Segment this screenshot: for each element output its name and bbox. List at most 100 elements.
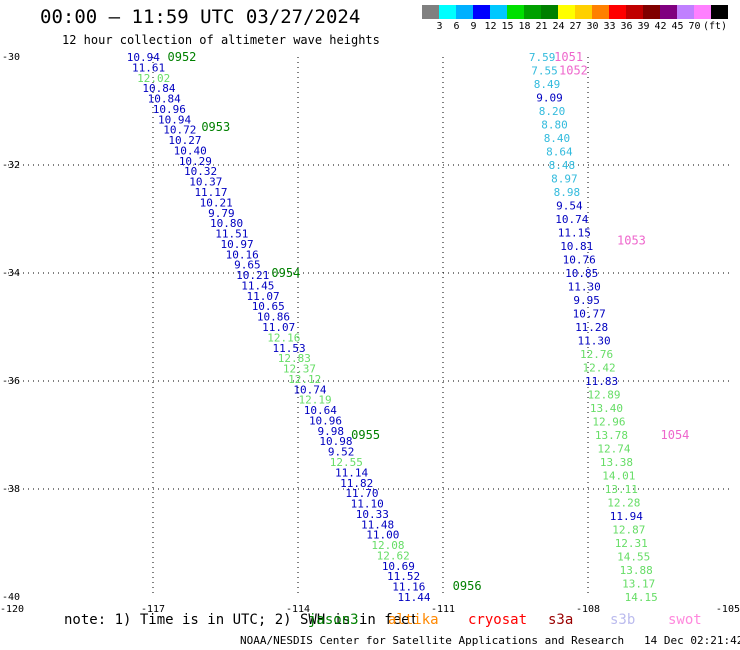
wave-height-value: 10.81 [560,240,593,253]
wave-height-value: 11.44 [397,591,430,604]
wave-height-value: 12.19 [299,394,332,407]
wave-height-value: 8.20 [539,105,566,118]
colorbar-label: 42 [654,21,667,32]
colorbar-swatch [643,5,660,19]
colorbar-swatch [507,5,524,19]
wave-height-value: 11.28 [575,321,608,334]
wave-height-value: 11.94 [610,510,643,523]
wave-height-value: 12.08 [371,539,404,552]
y-tick-label: -34 [2,268,20,279]
wave-height-value: 10.84 [142,82,175,95]
wave-height-value: 10.33 [356,508,389,521]
wave-height-value: 9.54 [556,200,583,213]
wave-height-value: 10.65 [252,300,285,313]
wave-height-value: 11.83 [585,375,618,388]
jason3-track-2: 7.597.558.499.098.208.808.408.648.488.97… [529,51,658,604]
wave-height-value: 8.49 [534,78,561,91]
wave-height-value: 7.59 [529,51,556,64]
wave-height-value: 12.89 [587,389,620,402]
colorbar-label: 39 [637,21,650,32]
colorbar-swatch [575,5,592,19]
wave-height-value: 10.84 [148,93,181,106]
x-tick-label: -105 [716,604,740,615]
wave-height-value: 13.88 [620,564,653,577]
colorbar-label: 36 [620,21,633,32]
wave-height-value: 9.98 [317,425,344,438]
wave-height-value: 10.40 [174,144,207,157]
axis-ticks: -120 -117 -114 -111 -108 -105 -30 -32 -34 -36 -38 -… [0,52,740,615]
wave-height-value: 7.55 [531,65,558,78]
wave-height-value: 9.09 [536,92,563,105]
colorbar-swatch [490,5,507,19]
wave-height-value: 8.80 [541,119,568,132]
colorbar-label: 3 [436,21,443,32]
wave-height-value: 10.77 [573,308,606,321]
colorbar-label: 33 [603,21,616,32]
colorbar-label: 12 [484,21,497,32]
colorbar-label: 18 [518,21,531,32]
wave-height-colorbar [422,5,728,19]
wave-height-value: 10.74 [293,383,326,396]
y-tick-label: -36 [2,376,20,387]
wave-height-value: 8.64 [546,146,573,159]
wave-height-value: 10.94 [127,51,160,64]
colorbar-label: 21 [535,21,548,32]
y-tick-label: -32 [2,160,20,171]
legend-jason3: jason3 [308,612,359,628]
wave-height-value: 11.45 [241,279,274,292]
colorbar-swatch [677,5,694,19]
y-tick-label: -30 [2,52,20,63]
wave-height-value: 10.16 [226,248,259,261]
wave-height-value: 8.40 [544,132,571,145]
colorbar-label: 30 [586,21,599,32]
wave-height-value: 11.00 [366,529,399,542]
wave-height-value: 10.74 [555,213,588,226]
pass-time-label: 1054 [661,428,690,442]
colorbar-swatch [660,5,677,19]
wave-height-value: 10.32 [184,165,217,178]
colorbar-swatch [524,5,541,19]
wave-height-value: 12.76 [580,348,613,361]
wave-height-value: 11.52 [387,570,420,583]
wave-height-value: 13.78 [595,429,628,442]
x-tick-label: -114 [286,604,310,615]
wave-height-value: 13.38 [600,456,633,469]
wave-height-value: 10.21 [236,269,269,282]
wave-height-value: 12.12 [288,373,321,386]
wave-height-value: 12.55 [330,456,363,469]
wave-height-value: 11.15 [558,227,591,240]
pass-time-label: 1052 [559,64,588,78]
x-tick-label: -120 [0,604,24,615]
colorbar-swatch [456,5,473,19]
wave-height-value: 12.83 [278,352,311,365]
wave-height-value: 8.97 [551,173,578,186]
colorbar-label: 6 [453,21,460,32]
wave-height-value: 11.70 [345,487,378,500]
wave-height-value: 12.31 [615,537,648,550]
colorbar-swatch [592,5,609,19]
colorbar-swatch [541,5,558,19]
wave-height-value: 10.94 [158,113,191,126]
wave-height-value: 12.42 [582,362,615,375]
pass-time-label: 1053 [617,234,646,248]
wave-height-value: 11.30 [578,335,611,348]
credit-line: NOAA/NESDIS Center for Satellite Applica… [240,634,740,647]
map-subtitle: 12 hour collection of altimeter wave hei… [62,33,380,47]
colorbar-swatch [558,5,575,19]
wave-height-value: 13.17 [622,578,655,591]
pass-time-label: 0954 [271,266,300,280]
wave-height-value: 12.74 [597,443,630,456]
colorbar-label: 24 [552,21,565,32]
wave-height-value: 11.07 [262,321,295,334]
wave-height-value: 11.16 [392,581,425,594]
map-title: 00:00 — 11:59 UTC 03/27/2024 [40,6,361,28]
colorbar-swatch [694,5,711,19]
jason3-track-1: 10.9411.6112.0210.8410.8410.9610.9410.72… [127,51,431,604]
wave-height-value: 10.80 [210,217,243,230]
x-tick-label: -111 [431,604,455,615]
pass-time-label: 1051 [554,50,583,64]
wave-height-value: 10.96 [153,103,186,116]
x-tick-label: -117 [141,604,165,615]
